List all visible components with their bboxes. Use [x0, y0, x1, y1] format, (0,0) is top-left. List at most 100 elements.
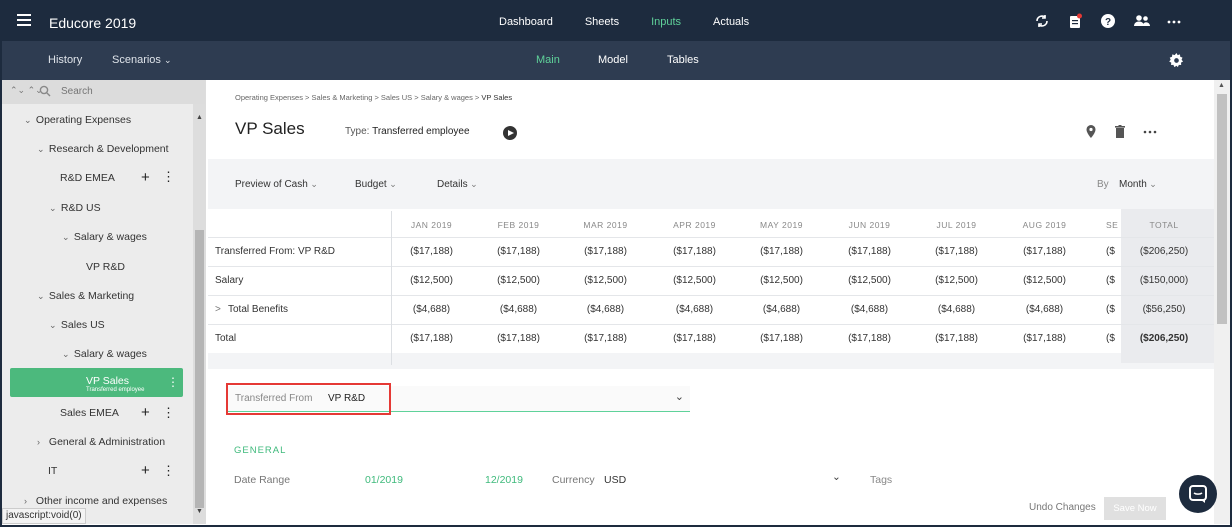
history-link[interactable]: History — [48, 54, 83, 66]
type-info: Type: Transferred employee — [345, 126, 470, 137]
undo-changes-button[interactable]: Undo Changes — [1029, 502, 1096, 513]
table-cell: ($4,688) — [586, 304, 625, 315]
tree-item-label: R&D EMEA — [60, 172, 115, 184]
column-header-total: TOTAL — [1149, 220, 1179, 230]
tree-item-salary-wages-sales[interactable]: ⌄ Salary & wages — [62, 348, 147, 360]
tab-model[interactable]: Model — [598, 54, 628, 66]
users-icon[interactable] — [1133, 13, 1150, 29]
column-header: MAR 2019 — [583, 220, 628, 230]
chevron-down-icon: ⌄ — [674, 391, 684, 403]
save-now-button[interactable]: Save Now — [1104, 497, 1166, 520]
tree-item-operating-expenses[interactable]: ⌄ Operating Expenses — [24, 114, 131, 126]
play-icon[interactable] — [503, 126, 517, 140]
add-icon[interactable]: + — [141, 404, 150, 421]
date-start-input[interactable]: 01/2019 — [365, 474, 403, 486]
sidebar-scrollbar[interactable]: ▲ ▼ — [193, 104, 205, 524]
scroll-up-icon[interactable]: ▲ — [1218, 82, 1225, 89]
main-scrollbar[interactable]: ▲ — [1214, 80, 1230, 524]
column-header: AUG 2019 — [1022, 220, 1067, 230]
chevron-down-icon[interactable]: ⌄ — [832, 471, 841, 483]
row-label: Total — [215, 333, 237, 344]
sub-bar: History Scenarios ⌄ Main Model Tables — [0, 41, 1232, 80]
tree-item-salary-wages-rd[interactable]: ⌄ Salary & wages — [62, 231, 147, 243]
scroll-up-icon[interactable]: ▲ — [196, 114, 203, 121]
table-cell: ($4,688) — [412, 304, 451, 315]
table-row: Transferred From: VP R&D ($17,188) ($17,18… — [208, 237, 1214, 265]
table-cell: ($17,188) — [584, 333, 627, 344]
main-panel: Operating Expenses > Sales & Marketing >… — [208, 80, 1214, 524]
more-icon[interactable] — [1166, 13, 1182, 29]
more-icon[interactable] — [1142, 124, 1158, 140]
table-cell: ($17,188) — [410, 246, 453, 257]
nav-inputs[interactable]: Inputs — [651, 2, 681, 43]
trash-icon[interactable] — [1113, 124, 1129, 140]
tree-item-general-administration[interactable]: › General & Administration — [37, 436, 165, 448]
chat-icon[interactable] — [1179, 475, 1217, 513]
tree-item-vp-sales-selected[interactable]: VP Sales Transferred employee ⋮ — [10, 368, 183, 397]
budget-dropdown[interactable]: Budget — [355, 179, 397, 190]
tree-item-research-development[interactable]: ⌄ Research & Development — [37, 143, 169, 155]
column-header: FEB 2019 — [497, 220, 540, 230]
kebab-menu-icon[interactable]: ⋮ — [162, 405, 175, 420]
tree-item-rd-emea[interactable]: R&D EMEA — [60, 172, 115, 184]
tree-item-vp-rd[interactable]: VP R&D — [86, 261, 125, 273]
tab-tables[interactable]: Tables — [667, 54, 699, 66]
tree-item-sales-marketing[interactable]: ⌄ Sales & Marketing — [37, 290, 134, 302]
collapse-expand-icon[interactable]: ⌃⌄ ⌃⌄ — [10, 85, 43, 95]
tree-item-it[interactable]: IT — [48, 465, 57, 477]
sidebar-search: ⌃⌄ ⌃⌄ — [2, 80, 205, 104]
breadcrumb-path[interactable]: Operating Expenses > Sales & Marketing >… — [235, 93, 482, 102]
chevron-down-icon: ⌄ — [49, 320, 57, 330]
section-general-heading: GENERAL — [234, 445, 287, 456]
nav-sheets[interactable]: Sheets — [584, 16, 620, 28]
kebab-menu-icon[interactable]: ⋮ — [162, 169, 175, 184]
currency-select[interactable]: USD — [604, 474, 627, 486]
details-dropdown[interactable]: Details — [437, 179, 478, 190]
row-label: Salary — [215, 275, 244, 286]
preview-dropdown[interactable]: Preview of Cash — [235, 179, 318, 190]
period-dropdown[interactable]: Month — [1119, 179, 1157, 190]
tree-item-sales-emea[interactable]: Sales EMEA — [60, 407, 119, 419]
sync-icon[interactable] — [1034, 13, 1050, 29]
tags-label: Tags — [870, 474, 893, 486]
settings-gear-icon[interactable] — [1169, 53, 1184, 68]
notifications-icon[interactable] — [1067, 13, 1083, 29]
location-pin-icon[interactable] — [1084, 124, 1100, 140]
tree-item-rd-us[interactable]: ⌄ R&D US — [49, 202, 101, 214]
top-icons: ? — [1017, 13, 1182, 29]
chevron-right-icon[interactable]: > — [215, 304, 221, 315]
nav-actuals[interactable]: Actuals — [713, 16, 750, 28]
table-cell: ($12,500) — [584, 275, 627, 286]
table-cell: ($17,188) — [1023, 333, 1066, 344]
table-row[interactable]: > Total Benefits ($4,688) ($4,688) ($4,688) (… — [208, 295, 1214, 323]
table-cell: ($12,500) — [935, 275, 978, 286]
help-icon[interactable]: ? — [1100, 13, 1116, 29]
tree-item-sales-us[interactable]: ⌄ Sales US — [49, 319, 105, 331]
column-header: JUN 2019 — [848, 220, 891, 230]
kebab-menu-icon[interactable]: ⋮ — [167, 375, 179, 389]
sidebar-scrollbar-thumb[interactable] — [195, 230, 204, 508]
add-icon[interactable]: + — [141, 462, 150, 479]
kebab-menu-icon[interactable]: ⋮ — [162, 463, 175, 478]
transferred-from-select[interactable]: Transferred From VP R&D ⌄ — [228, 386, 690, 412]
breadcrumb: Operating Expenses > Sales & Marketing >… — [235, 93, 512, 102]
hamburger-menu-icon[interactable] — [17, 14, 31, 26]
add-icon[interactable]: + — [141, 169, 150, 186]
tab-main[interactable]: Main — [536, 54, 560, 66]
table-cell: ($4,688) — [1025, 304, 1064, 315]
nav-dashboard[interactable]: Dashboard — [499, 16, 553, 28]
tree-item-other-income[interactable]: › Other income and expenses — [24, 495, 167, 507]
date-end-input[interactable]: 12/2019 — [485, 474, 523, 486]
chevron-right-icon: › — [37, 437, 40, 447]
table-cell: ($17,188) — [848, 333, 891, 344]
main-scrollbar-thumb[interactable] — [1217, 94, 1227, 324]
table-row: Total ($17,188) ($17,188) ($17,188) ($17,188… — [208, 324, 1214, 352]
chevron-down-icon: ⌄ — [62, 232, 70, 242]
scroll-down-icon[interactable]: ▼ — [196, 508, 203, 515]
table-cell: ($17,188) — [584, 246, 627, 257]
svg-text:?: ? — [1105, 17, 1111, 28]
sidebar-search-input[interactable] — [61, 86, 181, 97]
scenarios-dropdown[interactable]: Scenarios ⌄ — [112, 41, 172, 80]
chevron-down-icon: ⌄ — [62, 349, 70, 359]
table-cell: ($ — [1106, 304, 1115, 315]
